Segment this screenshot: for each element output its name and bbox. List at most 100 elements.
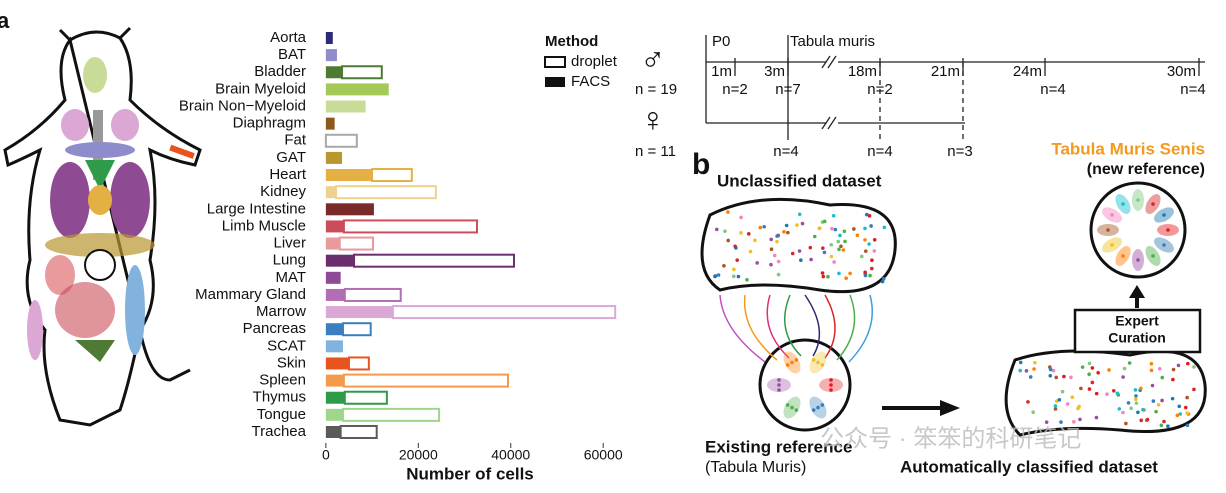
dot: [816, 405, 820, 410]
mapping-arrow: [836, 294, 856, 361]
dot: [739, 231, 743, 235]
dot: [855, 233, 860, 238]
dot: [1072, 420, 1076, 424]
dot: [1126, 401, 1131, 405]
label: Tabula Muris Senis: [1051, 139, 1205, 158]
dot: [1162, 243, 1166, 247]
dot: [739, 215, 743, 220]
dot: [716, 273, 721, 277]
count: n=2: [722, 81, 747, 98]
dot: [1136, 410, 1140, 415]
dot: [797, 212, 802, 217]
dot: [829, 378, 833, 382]
mapping-arrow: [766, 294, 790, 359]
dot: [1121, 410, 1125, 415]
mapping-arrow: [824, 294, 836, 359]
dot: [1133, 388, 1138, 392]
age-label: 21m: [931, 63, 960, 80]
dot: [809, 257, 813, 262]
age-label: 18m: [848, 63, 877, 80]
category-label: Large Intestine: [207, 200, 306, 217]
bar-segment: [341, 322, 372, 337]
dot: [1059, 420, 1063, 424]
dot: [821, 246, 825, 250]
dot: [1053, 407, 1058, 411]
dot: [1151, 399, 1156, 403]
dot: [811, 358, 816, 362]
dot: [830, 226, 834, 231]
dot: [870, 258, 874, 262]
dot: [785, 363, 790, 367]
mapping-arrow: [719, 294, 766, 363]
label: Expert: [1115, 313, 1159, 329]
dot: [820, 403, 825, 407]
count: n=4: [867, 143, 892, 160]
bar-segment: [342, 219, 479, 234]
dot: [1115, 391, 1120, 396]
mapping-arrows: [719, 294, 873, 363]
dot: [735, 258, 740, 262]
dot: [843, 239, 847, 244]
dot: [1062, 374, 1066, 379]
category-label: MAT: [275, 269, 306, 286]
dot: [726, 210, 730, 214]
dot: [799, 258, 803, 263]
dot: [1018, 368, 1023, 373]
dot: [852, 227, 856, 231]
dot: [714, 227, 719, 232]
age-label: 1m: [711, 63, 732, 80]
bar-segment: [325, 186, 337, 199]
category-label: Fat: [284, 132, 307, 149]
dot: [772, 253, 777, 258]
dot: [1136, 258, 1140, 262]
dot: [1087, 387, 1092, 391]
x-tick-label: 0: [322, 447, 330, 463]
dot: [1121, 375, 1125, 379]
dot: [1141, 407, 1145, 412]
dot: [1149, 368, 1154, 373]
dot: [839, 244, 843, 249]
watermark: 公众号 · 笨笨的科研笔记: [820, 425, 1081, 452]
female-total: n = 11: [635, 143, 676, 160]
category-label: Lung: [273, 252, 306, 269]
category-label: Spleen: [259, 372, 306, 389]
dot: [811, 408, 816, 412]
dot: [1094, 391, 1099, 396]
dot: [836, 239, 841, 244]
dot: [782, 230, 786, 234]
category-label: Tongue: [257, 406, 306, 423]
label: Existing reference: [705, 437, 852, 456]
dot: [775, 234, 779, 238]
category-label: Kidney: [260, 183, 306, 200]
dot: [1185, 423, 1190, 428]
dot: [732, 267, 736, 272]
dot: [882, 225, 887, 230]
legend-label: droplet: [571, 53, 618, 70]
bar-segment: [325, 66, 343, 79]
dot: [1110, 213, 1114, 217]
dot: [1192, 387, 1196, 392]
label: Unclassified dataset: [717, 171, 882, 190]
dot: [1162, 213, 1166, 217]
dot: [1176, 363, 1181, 368]
dot: [808, 245, 813, 250]
dot: [1154, 409, 1158, 414]
dot: [795, 223, 799, 227]
dot: [1048, 367, 1053, 372]
dot: [1024, 369, 1029, 373]
dot: [868, 273, 872, 278]
age-label: 24m: [1013, 63, 1042, 80]
dot: [797, 249, 802, 253]
dot: [1178, 412, 1183, 416]
dot: [1044, 420, 1049, 424]
cell-dots: [713, 189, 1196, 429]
dot: [841, 248, 846, 252]
dot: [1136, 198, 1140, 202]
dot: [822, 250, 827, 255]
dot: [790, 405, 794, 410]
category-label: Trachea: [252, 423, 307, 440]
dot: [863, 249, 868, 253]
dot: [1151, 254, 1155, 258]
dot: [1080, 365, 1085, 369]
dot: [1053, 404, 1058, 408]
